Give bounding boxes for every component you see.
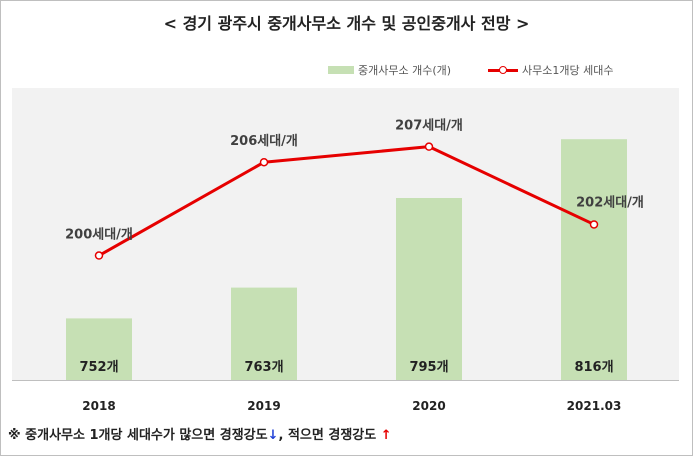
arrow-up-icon: ↑ — [380, 428, 392, 443]
footnote-text-1: ※ 중개사무소 1개당 세대수가 많으면 경쟁강도 — [8, 428, 268, 443]
bar-label-2: 795개 — [409, 360, 448, 375]
bar-0 — [66, 318, 132, 380]
arrow-down-icon: ↓ — [267, 428, 279, 443]
legend-label-line: 사무소1개당 세대수 — [522, 64, 614, 77]
line-label-3: 202세대/개 — [576, 195, 644, 210]
line-point-2 — [424, 142, 434, 151]
line-series — [98, 145, 595, 257]
x-tick-label-3: 2021.03 — [567, 399, 622, 413]
bar-label-1: 763개 — [244, 360, 283, 375]
legend-item-bar: 중개사무소 개수(개) — [328, 62, 451, 78]
bar-2 — [396, 198, 462, 380]
x-tick-label-1: 2019 — [247, 399, 280, 413]
line-point-1 — [259, 157, 269, 167]
legend-item-line: 사무소1개당 세대수 — [488, 62, 613, 78]
chart-title: < 경기 광주시 중개사무소 개수 및 공인중개사 전망 > — [163, 14, 530, 33]
line-point-3 — [589, 220, 599, 229]
footnote-text-2: , 적으면 경쟁강도 — [278, 428, 377, 443]
bar-1 — [231, 287, 297, 380]
line-label-1: 206세대/개 — [230, 134, 298, 149]
bar-3 — [561, 139, 627, 380]
x-tick-label-0: 2018 — [82, 399, 115, 413]
bar-label-3: 816개 — [574, 360, 613, 375]
legend-label-bar: 중개사무소 개수(개) — [358, 64, 452, 77]
line-point-0 — [94, 251, 104, 260]
line-label-0: 200세대/개 — [65, 228, 133, 243]
footnote: ※ 중개사무소 1개당 세대수가 많으면 경쟁강도↓, 적으면 경쟁강도 ↑ — [8, 424, 392, 443]
bar-label-0: 752개 — [79, 360, 118, 375]
legend-swatch-line — [488, 65, 518, 75]
legend-swatch-bar — [328, 66, 354, 74]
line-label-2: 207세대/개 — [395, 119, 463, 134]
x-tick-label-2: 2020 — [412, 399, 445, 413]
